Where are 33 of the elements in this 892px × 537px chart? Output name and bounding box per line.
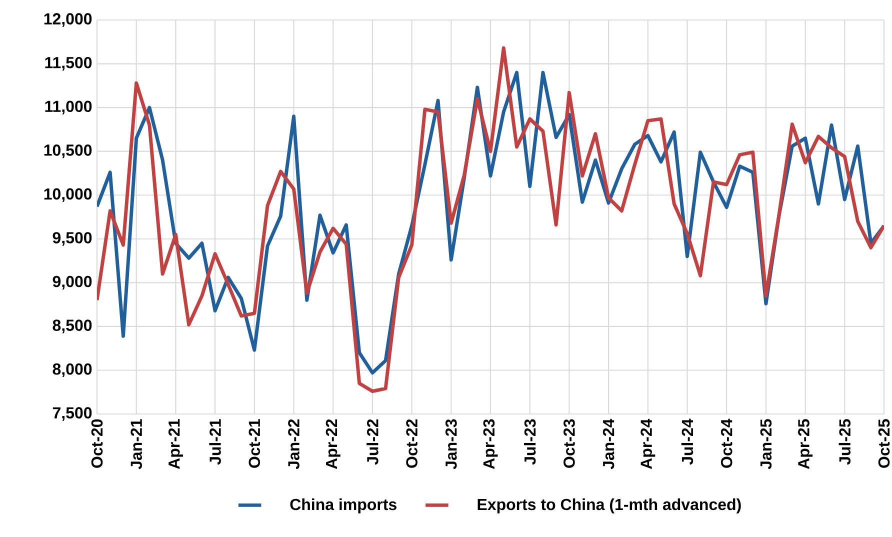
- x-tick-label: Oct-22: [406, 419, 418, 468]
- x-tick-label: Oct-23: [564, 419, 575, 468]
- x-tick-label: Jan-22: [288, 419, 300, 470]
- x-tick-label: Jan-23: [445, 419, 457, 470]
- x-tick-label: Oct-21: [248, 419, 260, 468]
- y-tick-label: 11,500: [45, 56, 92, 71]
- legend-label: China imports: [290, 498, 396, 514]
- legend-label: Exports to China (1-mth advanced): [478, 498, 741, 514]
- y-tick-label: 12,000: [44, 13, 92, 27]
- x-tick-label: Jan-24: [602, 418, 614, 470]
- y-tick-label: 8,500: [52, 320, 92, 334]
- x-tick-label: Jul-21: [209, 419, 221, 465]
- x-tick-label: Jul-25: [838, 419, 851, 465]
- x-tick-label: Apr-24: [640, 418, 656, 469]
- y-tick-label: 8,000: [52, 363, 92, 378]
- x-tick-label: Jan-25: [760, 419, 772, 470]
- x-tick-label: Oct-20: [91, 419, 103, 468]
- x-tick-label: Oct-24: [720, 418, 732, 468]
- y-tick-label: 9,000: [52, 276, 92, 290]
- x-tick-label: Oct-25: [878, 419, 890, 468]
- y-tick-label: 9,500: [52, 232, 92, 246]
- x-tick-label: Jul-23: [524, 419, 536, 465]
- y-tick-label: 7,500: [52, 407, 92, 421]
- y-tick-label: 10,000: [44, 188, 92, 202]
- x-tick-label: Apr-25: [798, 419, 813, 469]
- x-tick-label: Apr-22: [326, 419, 340, 469]
- x-tick-label: Apr-21: [168, 419, 183, 469]
- x-tick-label: Jul-22: [366, 419, 378, 465]
- x-tick-label: Jul-24: [681, 418, 694, 465]
- x-tick-label: Jan-21: [130, 419, 142, 470]
- y-tick-label: 11,000: [45, 100, 92, 114]
- x-tick-label: Apr-23: [483, 419, 498, 469]
- y-tick-label: 10,500: [44, 144, 92, 158]
